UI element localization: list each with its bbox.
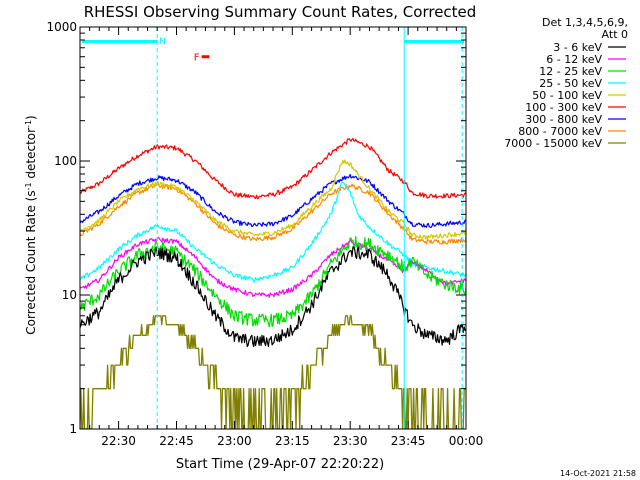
series-line-25-50-kev (80, 182, 466, 283)
generation-timestamp: 14-Oct-2021 21:58 (560, 469, 636, 478)
y-tick-label-10: 10 (62, 288, 77, 302)
x-tick-label-2300: 23:00 (217, 434, 252, 448)
y-axis-label: Corrected Count Rate (s-1 detector-1) (24, 115, 39, 334)
legend-label-4: 25 - 50 keV (539, 77, 602, 90)
night-marker-label: N (159, 37, 166, 47)
plot-area: N F 1 10 100 1000 22:30 22:45 23:00 23:15 23:30 23:… (46, 20, 483, 448)
legend-label-2: 6 - 12 keV (546, 53, 602, 66)
x-tick-label-2245: 22:45 (159, 434, 194, 448)
series-line-300-800-kev (80, 173, 466, 228)
y-tick-label-1000: 1000 (46, 20, 77, 34)
legend-label-7: 300 - 800 keV (525, 113, 602, 126)
x-tick-label-2230: 22:30 (101, 434, 136, 448)
y-axis-label-end: ) (24, 115, 38, 120)
x-tick-label-2315: 23:15 (275, 434, 310, 448)
y-axis-label-main: Corrected Count Rate (s (24, 190, 38, 334)
series-line-6-12-kev (80, 236, 466, 298)
legend-label-3: 12 - 25 keV (539, 65, 602, 78)
y-axis-label-mid: detector (24, 128, 38, 183)
legend-label-9: 7000 - 15000 keV (504, 137, 602, 150)
series-line-3-6-kev (80, 246, 466, 348)
series-line-50-100-kev (80, 159, 466, 240)
y-tick-label-100: 100 (54, 154, 77, 168)
series-line-100-300-kev (80, 137, 466, 200)
legend-header-attenuator: Att 0 (602, 28, 628, 41)
legend-label-1: 3 - 6 keV (553, 41, 602, 54)
x-tick-label-2330: 23:30 (333, 434, 368, 448)
x-tick-label-0000: 00:00 (449, 434, 484, 448)
y-tick-label-1: 1 (69, 422, 77, 436)
flare-marker-label: F (194, 53, 200, 64)
x-axis-label: Start Time (29-Apr-07 22:20:22) (176, 457, 384, 472)
series-line-12-25-kev (80, 235, 466, 328)
series-line-800-7000-kev (80, 182, 466, 245)
y-axis-label-sup1: -1 (24, 182, 33, 190)
y-axis-label-sup2: -1 (24, 120, 33, 128)
series-lines (80, 137, 466, 429)
chart-title: RHESSI Observing Summary Count Rates, Co… (84, 3, 477, 21)
legend-label-8: 800 - 7000 keV (518, 125, 602, 138)
legend-label-5: 50 - 100 keV (532, 89, 602, 102)
legend-header-detectors: Det 1,3,4,5,6,9, (542, 16, 628, 29)
legend-label-6: 100 - 300 keV (525, 101, 602, 114)
x-tick-label-2345: 23:45 (391, 434, 426, 448)
